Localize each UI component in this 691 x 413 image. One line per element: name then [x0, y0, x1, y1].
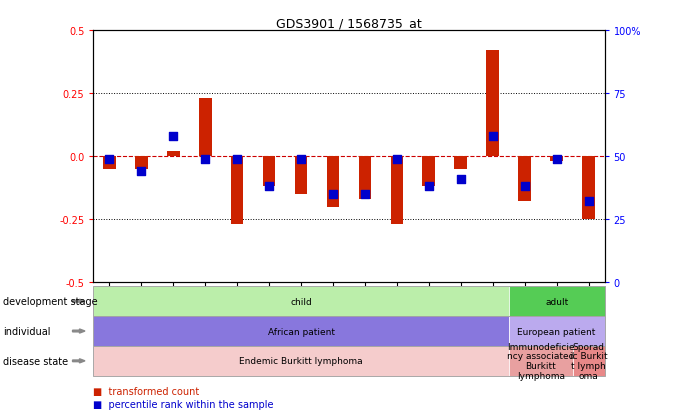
- Point: [551, 156, 562, 163]
- Text: child: child: [290, 297, 312, 306]
- Point: [231, 156, 243, 163]
- Point: [263, 184, 274, 190]
- Bar: [509, 287, 605, 316]
- Point: [168, 133, 179, 140]
- Bar: [135, 157, 148, 169]
- Text: individual: individual: [3, 326, 51, 336]
- Point: [583, 199, 594, 205]
- Bar: [359, 157, 371, 199]
- Bar: [422, 157, 435, 187]
- Bar: [390, 157, 404, 225]
- Text: disease state: disease state: [3, 356, 68, 366]
- Bar: [93, 316, 509, 346]
- Bar: [167, 152, 180, 157]
- Bar: [294, 157, 307, 195]
- Text: development stage: development stage: [3, 297, 98, 306]
- Point: [519, 184, 530, 190]
- Text: ■  percentile rank within the sample: ■ percentile rank within the sample: [93, 399, 274, 409]
- Point: [487, 133, 498, 140]
- Bar: [509, 316, 605, 346]
- Point: [455, 176, 466, 183]
- Text: adult: adult: [545, 297, 568, 306]
- Bar: [93, 287, 509, 316]
- Bar: [573, 346, 605, 376]
- Text: Sporad
ic Burkit
t lymph
oma: Sporad ic Burkit t lymph oma: [570, 342, 607, 380]
- Bar: [455, 157, 467, 169]
- Bar: [583, 157, 595, 220]
- Title: GDS3901 / 1568735_at: GDS3901 / 1568735_at: [276, 17, 422, 30]
- Bar: [199, 99, 211, 157]
- Point: [391, 156, 402, 163]
- Point: [328, 191, 339, 198]
- Text: Immunodeficie
ncy associated
Burkitt
lymphoma: Immunodeficie ncy associated Burkitt lym…: [507, 342, 574, 380]
- Text: ■  transformed count: ■ transformed count: [93, 387, 200, 396]
- Text: Endemic Burkitt lymphoma: Endemic Burkitt lymphoma: [239, 356, 363, 366]
- Bar: [518, 157, 531, 202]
- Text: African patient: African patient: [267, 327, 334, 336]
- Bar: [550, 157, 563, 162]
- Bar: [486, 51, 499, 157]
- Point: [296, 156, 307, 163]
- Point: [104, 156, 115, 163]
- Point: [200, 156, 211, 163]
- Point: [424, 184, 435, 190]
- Point: [359, 191, 370, 198]
- Bar: [509, 346, 573, 376]
- Text: European patient: European patient: [518, 327, 596, 336]
- Bar: [103, 157, 115, 169]
- Bar: [93, 346, 509, 376]
- Point: [135, 169, 146, 175]
- Bar: [327, 157, 339, 207]
- Bar: [263, 157, 276, 187]
- Bar: [231, 157, 243, 225]
